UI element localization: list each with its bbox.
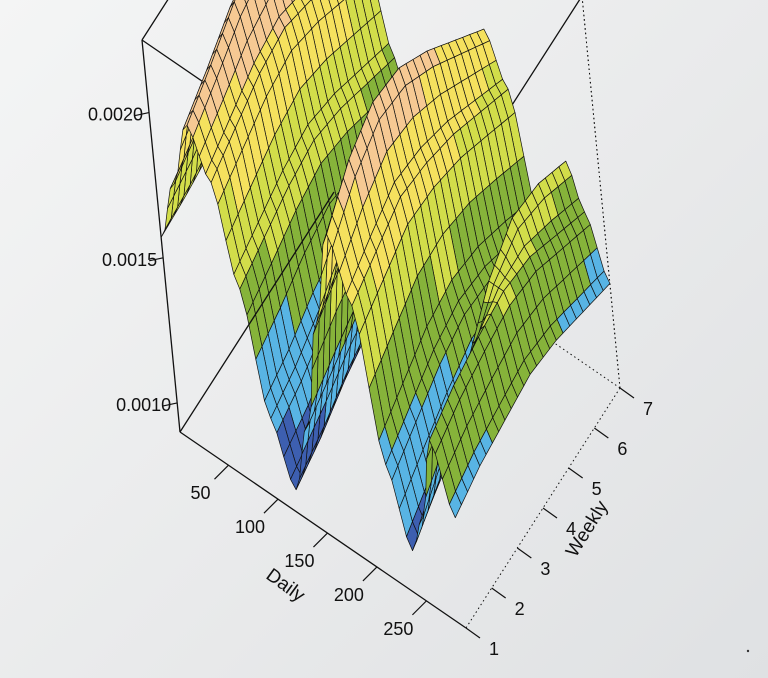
y-tick xyxy=(465,627,481,639)
y-tick-label: 3 xyxy=(540,559,550,579)
corner-dot xyxy=(746,649,750,653)
y-tick xyxy=(516,547,532,559)
surface-facet xyxy=(244,0,249,5)
z-tick xyxy=(148,257,164,262)
x-tick-label: 100 xyxy=(235,517,265,537)
y-tick xyxy=(491,587,507,599)
z-tick-label: 0.0010 xyxy=(116,395,171,415)
surface-facet xyxy=(449,490,462,519)
y-tick xyxy=(568,467,584,479)
x-tick-label: 200 xyxy=(334,585,364,605)
y-tick xyxy=(619,387,635,399)
box-edge xyxy=(179,431,467,629)
x-tick-label: 250 xyxy=(383,619,413,639)
x-tick-label: 50 xyxy=(190,483,210,503)
x-tick xyxy=(313,532,328,548)
z-tick-label: 0.0015 xyxy=(102,250,157,270)
x-tick xyxy=(411,600,427,616)
y-tick-label: 1 xyxy=(489,639,499,659)
z-tick xyxy=(134,112,150,117)
y-tick xyxy=(593,427,609,439)
y-tick-label: 2 xyxy=(515,599,525,619)
x-tick xyxy=(214,464,229,480)
x-tick-label: 150 xyxy=(284,551,314,571)
z-tick xyxy=(163,402,178,407)
z-tick-label: 0.0020 xyxy=(88,105,143,125)
box-edge-hidden xyxy=(581,0,621,389)
y-tick-label: 5 xyxy=(592,479,602,499)
y-tick-label: 7 xyxy=(643,399,653,419)
box-edge xyxy=(141,39,181,433)
plot-box-front xyxy=(179,0,621,629)
y-tick-label: 6 xyxy=(617,439,627,459)
box-edge xyxy=(179,191,335,433)
surface-mesh xyxy=(160,0,611,551)
x-tick xyxy=(362,566,378,582)
y-tick xyxy=(542,507,558,519)
y-tick-label: 4 xyxy=(566,519,576,539)
x-tick xyxy=(263,498,279,514)
